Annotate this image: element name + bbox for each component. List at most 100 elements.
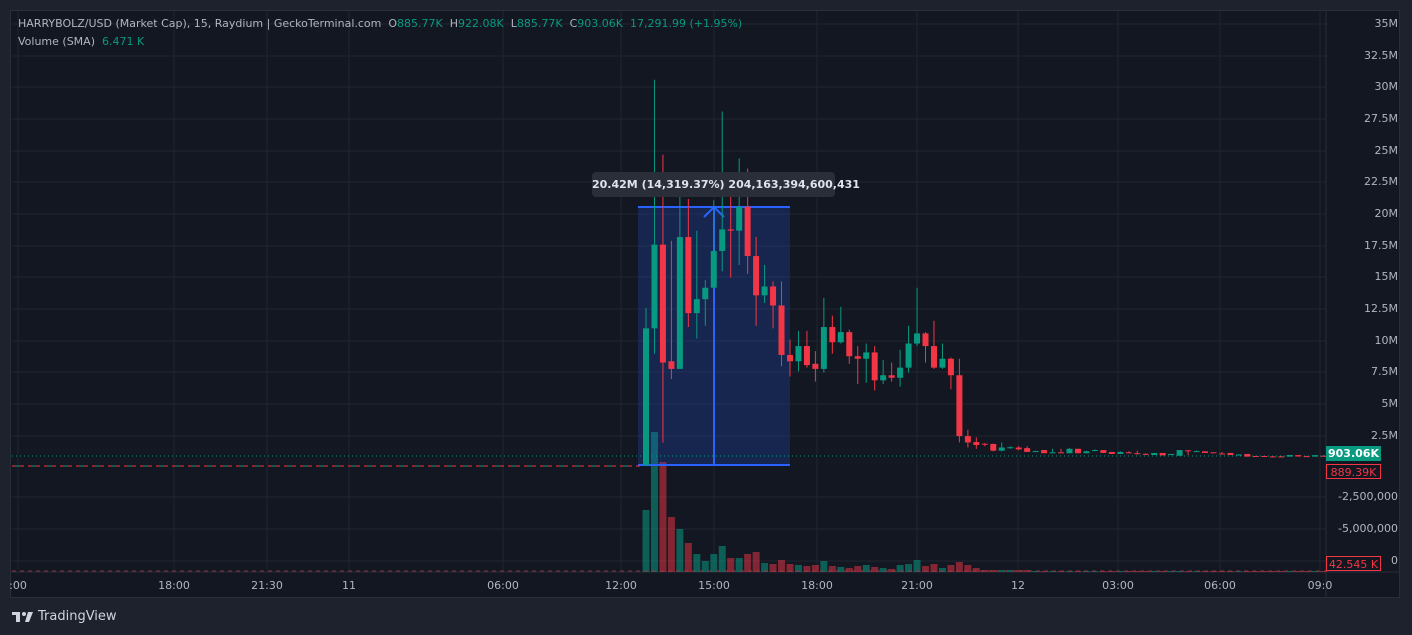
time-axis-label: 03:00	[1102, 579, 1134, 592]
candle-body[interactable]	[981, 443, 988, 445]
candle-body[interactable]	[1227, 452, 1234, 455]
candle-body[interactable]	[1117, 451, 1124, 454]
candle-body[interactable]	[1049, 452, 1056, 454]
candle-body[interactable]	[1286, 454, 1293, 457]
candle-body[interactable]	[1295, 455, 1302, 457]
candle-body[interactable]	[668, 361, 675, 369]
candle-body[interactable]	[914, 333, 921, 344]
volume-bar	[1015, 570, 1023, 572]
candle-body[interactable]	[803, 346, 810, 366]
candle-body[interactable]	[719, 229, 726, 251]
candle-body[interactable]	[693, 299, 700, 314]
candle-body[interactable]	[1058, 452, 1065, 454]
candle-body[interactable]	[871, 352, 878, 381]
volume-bar	[752, 552, 760, 572]
candle-body[interactable]	[651, 244, 658, 329]
candle-body[interactable]	[1142, 453, 1149, 455]
candle-body[interactable]	[1303, 456, 1310, 458]
candle-body[interactable]	[770, 286, 777, 306]
candle-body[interactable]	[1210, 452, 1217, 454]
candle-body[interactable]	[998, 447, 1005, 451]
candle-body[interactable]	[922, 333, 929, 347]
candle-body[interactable]	[643, 328, 649, 466]
candle-body[interactable]	[1024, 448, 1031, 452]
candle-body[interactable]	[1007, 447, 1014, 449]
candle-body[interactable]	[1244, 453, 1251, 457]
price-axis-label: 0	[1391, 554, 1398, 567]
candle-body[interactable]	[1193, 451, 1200, 453]
candle-body[interactable]	[1176, 450, 1183, 456]
volume-bar	[735, 558, 743, 572]
candle-body[interactable]	[837, 332, 844, 343]
candle-body[interactable]	[1261, 456, 1268, 458]
candle-body[interactable]	[905, 343, 912, 368]
candle-body[interactable]	[702, 287, 709, 300]
candle-body[interactable]	[786, 354, 793, 362]
candle-body[interactable]	[761, 286, 768, 296]
price-axis-label: -5,000,000	[1338, 522, 1398, 535]
candle-body[interactable]	[930, 346, 937, 368]
volume-legend[interactable]: Volume (SMA) 6.471 K	[18, 35, 144, 48]
candle-body[interactable]	[947, 358, 954, 376]
candle-body[interactable]	[1125, 452, 1132, 454]
candle-body[interactable]	[897, 367, 904, 378]
candle-body[interactable]	[939, 358, 946, 368]
volume-bar	[710, 554, 718, 572]
candle-body[interactable]	[1278, 456, 1285, 458]
candle-body[interactable]	[710, 250, 717, 288]
candle-body[interactable]	[854, 356, 861, 359]
candle-body[interactable]	[863, 352, 870, 359]
candle-body[interactable]	[1091, 450, 1098, 452]
candle-body[interactable]	[778, 305, 785, 355]
candle-body[interactable]	[1252, 456, 1259, 458]
candle-body[interactable]	[888, 375, 895, 378]
price-axis-label: 17.5M	[1364, 239, 1398, 252]
candle-body[interactable]	[1269, 456, 1276, 458]
candle-body[interactable]	[727, 229, 734, 231]
candle-body[interactable]	[1202, 451, 1209, 453]
candle-body[interactable]	[1159, 452, 1166, 456]
candle-body[interactable]	[956, 375, 963, 437]
candle-body[interactable]	[1134, 453, 1141, 455]
candle-body[interactable]	[846, 332, 853, 357]
candle-body[interactable]	[1108, 451, 1115, 454]
candle-body[interactable]	[659, 244, 666, 363]
candle-body[interactable]	[1032, 451, 1039, 453]
candle-body[interactable]	[973, 442, 980, 445]
candle-body[interactable]	[1015, 447, 1022, 450]
candle-body[interactable]	[1151, 452, 1158, 455]
volume-bar	[1032, 571, 1040, 572]
volume-tag: 42.545 K	[1326, 556, 1381, 571]
volume-value: 6.471 K	[102, 35, 145, 48]
candle-body[interactable]	[685, 237, 692, 314]
candle-body[interactable]	[1100, 450, 1107, 453]
candle-body[interactable]	[964, 436, 971, 443]
volume-bar	[947, 565, 955, 572]
symbol-legend[interactable]: HARRYBOLZ/USD (Market Cap), 15, Raydium …	[18, 17, 742, 30]
time-axis-label: 21:00	[901, 579, 933, 592]
candle-body[interactable]	[1066, 448, 1073, 454]
candle-body[interactable]	[744, 206, 751, 257]
candle-body[interactable]	[753, 256, 760, 296]
candle-body[interactable]	[736, 206, 743, 231]
candle-body[interactable]	[1083, 451, 1090, 454]
candle-body[interactable]	[676, 237, 683, 369]
candle-body[interactable]	[990, 443, 997, 451]
candle-body[interactable]	[812, 363, 819, 369]
candle-body[interactable]	[795, 346, 802, 362]
candle-body[interactable]	[1235, 454, 1242, 456]
candle-body[interactable]	[820, 327, 827, 369]
candle-body[interactable]	[1168, 453, 1175, 455]
candle-body[interactable]	[1041, 450, 1048, 454]
candle-body[interactable]	[1218, 453, 1225, 455]
time-axis-label: 15:00	[698, 579, 730, 592]
candle-body[interactable]	[1312, 455, 1319, 457]
candle-body[interactable]	[1074, 448, 1081, 454]
candle-body[interactable]	[1320, 455, 1327, 457]
candle-body[interactable]	[880, 375, 887, 381]
candle-body[interactable]	[829, 327, 836, 343]
footer[interactable]: TradingView	[12, 609, 117, 624]
price-axis-label: 12.5M	[1364, 302, 1398, 315]
candle-body[interactable]	[1185, 450, 1192, 452]
